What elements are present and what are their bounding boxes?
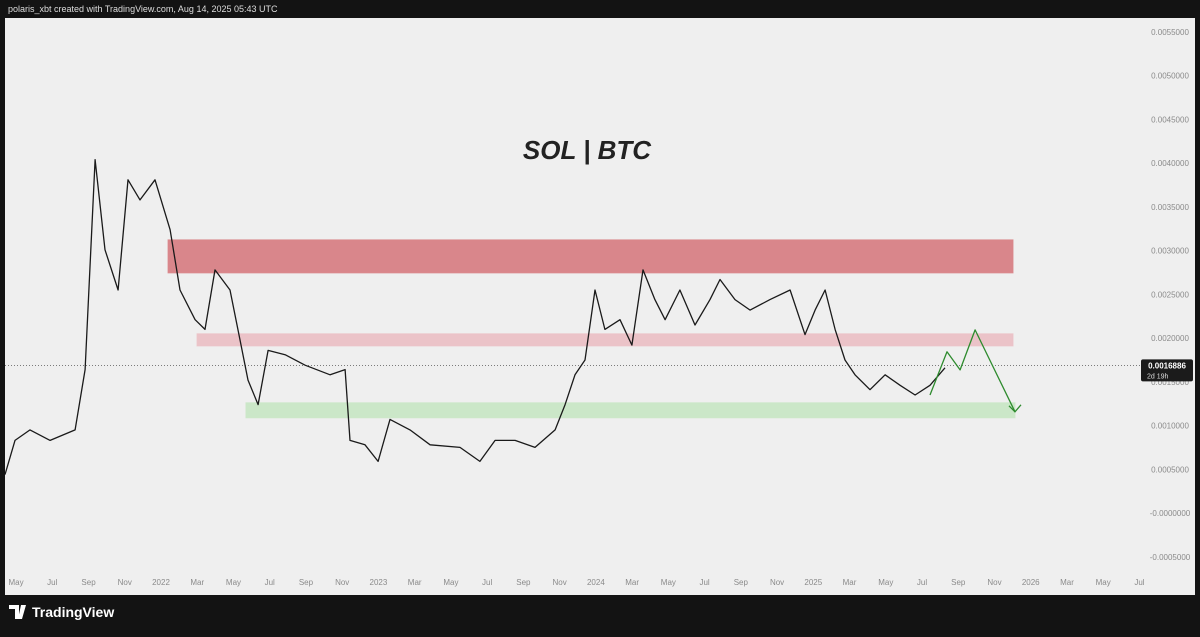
x-tick-label: Jul [482, 578, 492, 587]
y-tick-label: 0.0045000 [1151, 115, 1189, 124]
x-tick-label: Jul [699, 578, 709, 587]
x-tick-label: Nov [553, 578, 567, 587]
x-tick-label: Sep [299, 578, 314, 587]
x-tick-label: 2025 [804, 578, 822, 587]
x-tick-label: May [443, 578, 458, 587]
y-tick-label: -0.0000000 [1150, 509, 1191, 518]
x-tick-label: Sep [516, 578, 531, 587]
y-tick-label: -0.0005000 [1150, 553, 1191, 562]
x-tick-label: 2022 [152, 578, 170, 587]
x-tick-label: 2024 [587, 578, 605, 587]
y-tick-label: 0.0035000 [1151, 203, 1189, 212]
x-tick-label: 2026 [1022, 578, 1040, 587]
x-tick-label: Mar [625, 578, 639, 587]
x-tick-label: May [8, 578, 23, 587]
x-tick-label: May [1096, 578, 1111, 587]
x-tick-label: Mar [190, 578, 204, 587]
arrow-head [1008, 404, 1022, 413]
x-tick-label: Jul [917, 578, 927, 587]
chart-title: SOL | BTC [523, 135, 652, 165]
y-tick-label: 0.0020000 [1151, 334, 1189, 343]
logo-icon [9, 605, 26, 619]
countdown: 2d 19h [1147, 373, 1169, 380]
plot [5, 159, 1140, 475]
y-tick-label: 0.0015000 [1151, 378, 1189, 387]
footer-logo: TradingView [9, 604, 114, 620]
y-tick-label: 0.0010000 [1151, 422, 1189, 431]
y-tick-label: 0.0040000 [1151, 159, 1189, 168]
x-tick-label: May [661, 578, 676, 587]
x-tick-label: Jul [1134, 578, 1144, 587]
x-tick-label: Jul [47, 578, 57, 587]
x-tick-label: Nov [118, 578, 132, 587]
x-tick-label: Sep [81, 578, 96, 587]
x-tick-label: May [226, 578, 241, 587]
x-tick-label: Mar [1060, 578, 1074, 587]
plot-background [5, 18, 1195, 595]
last-price-box [1141, 359, 1193, 382]
zone [196, 333, 1014, 347]
zone [167, 239, 1014, 274]
x-tick-label: 2023 [370, 578, 388, 587]
y-tick-label: 0.0030000 [1151, 247, 1189, 256]
x-tick-label: Sep [734, 578, 749, 587]
x-tick-label: Jul [265, 578, 275, 587]
price-line [929, 329, 1016, 413]
header: polaris_xbt created with TradingView.com… [8, 4, 278, 14]
footer: TradingView [32, 604, 114, 620]
last-price-label: 0.0016886 [1148, 361, 1186, 370]
x-tick-label: May [878, 578, 893, 587]
x-tick-label: Mar [843, 578, 857, 587]
x-tick-label: Nov [335, 578, 349, 587]
x-tick-label: Sep [951, 578, 966, 587]
y-tick-label: 0.0005000 [1151, 465, 1189, 474]
zone [245, 402, 1016, 419]
price-line [5, 159, 946, 475]
x-tick-label: Nov [987, 578, 1001, 587]
x-tick-label: Nov [770, 578, 784, 587]
axes: 0.0055000 0.0050000 0.0045000 0.0040000 0.00… [8, 28, 1193, 587]
x-tick-label: Mar [408, 578, 422, 587]
y-tick-label: 0.0050000 [1151, 72, 1189, 81]
y-tick-label: 0.0055000 [1151, 28, 1189, 37]
y-tick-label: 0.0025000 [1151, 290, 1189, 299]
